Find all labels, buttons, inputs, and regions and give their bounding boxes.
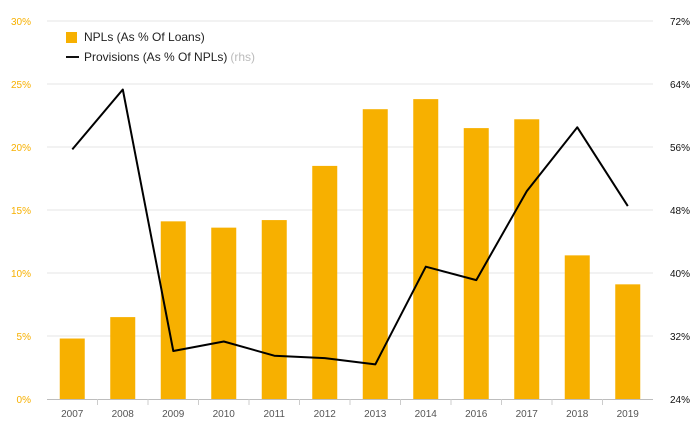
bar-npls-2012 xyxy=(312,165,338,399)
x-tick-label: 2011 xyxy=(263,409,285,420)
bar-npls-2018 xyxy=(564,255,590,399)
y-left-tick-label: 0% xyxy=(17,395,32,406)
bar-npls-2008 xyxy=(110,317,136,399)
x-tick-label: 2010 xyxy=(213,409,236,420)
y-right-tick-label: 48% xyxy=(670,206,690,217)
x-tick-label: 2018 xyxy=(566,409,589,420)
y-right-tick-label: 32% xyxy=(670,332,690,343)
y-left-tick-label: 10% xyxy=(11,269,31,280)
x-tick-label: 2007 xyxy=(61,409,84,420)
y-left-tick-label: 5% xyxy=(17,332,32,343)
legend-line-label: Provisions (As % Of NPLs) xyxy=(84,50,228,64)
y-right-tick-label: 64% xyxy=(670,80,690,91)
legend-bar-swatch xyxy=(66,31,77,43)
bar-npls-2010 xyxy=(211,227,237,399)
y-left-tick-label: 20% xyxy=(11,143,31,154)
x-tick-label: 2009 xyxy=(162,409,185,420)
bar-npls-2014 xyxy=(413,99,439,400)
legend-bar-label: NPLs (As % Of Loans) xyxy=(84,30,205,44)
x-tick-label: 2014 xyxy=(415,409,438,420)
y-right-tick-label: 24% xyxy=(670,395,690,406)
legend-item-npls: NPLs (As % Of Loans) xyxy=(66,27,255,47)
x-tick-label: 2016 xyxy=(465,409,488,420)
legend: NPLs (As % Of Loans) Provisions (As % Of… xyxy=(66,27,255,67)
bar-npls-2019 xyxy=(615,284,641,399)
x-tick-label: 2019 xyxy=(617,409,640,420)
bar-npls-2017 xyxy=(514,119,540,399)
legend-line-swatch xyxy=(66,56,79,58)
y-left-tick-label: 30% xyxy=(11,17,31,28)
y-left-tick-label: 25% xyxy=(11,80,31,91)
x-tick-label: 2013 xyxy=(364,409,387,420)
line-provisions xyxy=(71,88,629,366)
y-right-tick-label: 56% xyxy=(670,143,690,154)
x-tick-label: 2012 xyxy=(314,409,337,420)
bar-npls-2013 xyxy=(362,109,388,399)
x-tick-label: 2008 xyxy=(112,409,135,420)
y-right-tick-label: 72% xyxy=(670,17,690,28)
bar-npls-2011 xyxy=(261,220,287,399)
legend-item-provisions: Provisions (As % Of NPLs) (rhs) xyxy=(66,47,255,67)
bar-npls-2007 xyxy=(59,338,85,399)
y-left-tick-label: 15% xyxy=(11,206,31,217)
legend-rhs-note: (rhs) xyxy=(230,50,256,64)
y-right-tick-label: 40% xyxy=(670,269,690,280)
x-tick-label: 2017 xyxy=(516,409,539,420)
